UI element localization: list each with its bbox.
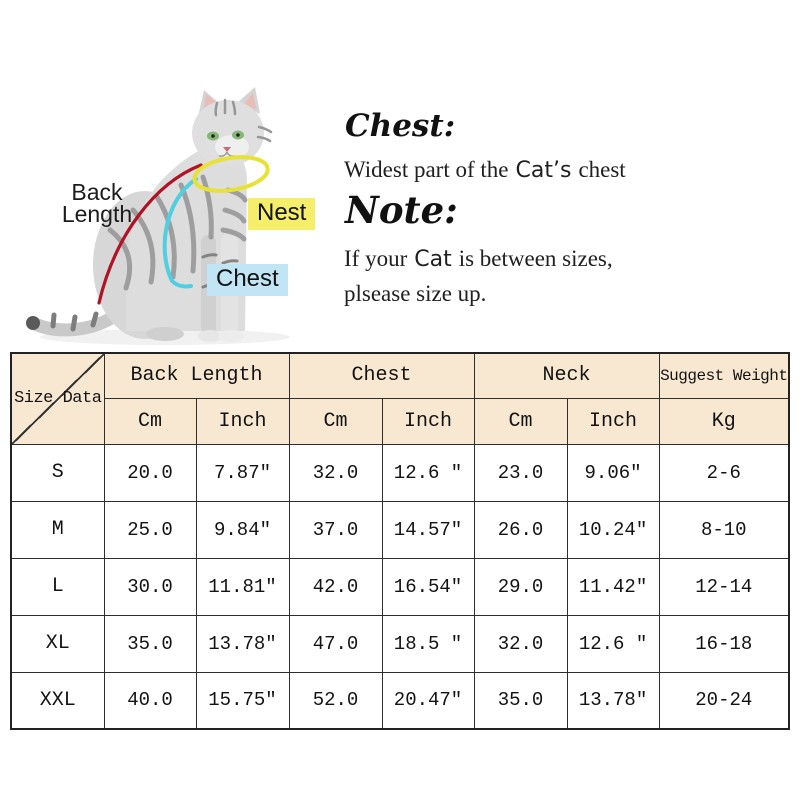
size-cell: S xyxy=(10,443,105,502)
cat-forehead-stripes xyxy=(214,98,273,143)
value-cell: 15.75″ xyxy=(195,671,290,730)
value-cell: 20-24 xyxy=(658,671,790,730)
value-cell: 26.0 xyxy=(473,500,568,559)
note-text-line1: If your Cat is between sizes, xyxy=(344,246,613,272)
value-cell: 16-18 xyxy=(658,614,790,673)
value-cell: 8-10 xyxy=(658,500,790,559)
nest-label: Nest xyxy=(248,198,316,230)
back-length-label: Back Length xyxy=(52,179,142,227)
value-cell: 7.87″ xyxy=(195,443,290,502)
size-table: Size Data Back Length Chest Neck Suggest Wei… xyxy=(10,352,791,730)
table-row: XXL 40.0 15.75″ 52.0 20.47″ 35.0 13.78″ 20-24 xyxy=(10,671,790,730)
header-group-row: Size Data Back Length Chest Neck Suggest Wei… xyxy=(10,352,790,445)
value-cell: 47.0 xyxy=(288,614,383,673)
header-unit-cell: Inch xyxy=(566,397,660,445)
chest-desc-part2: Cat’s xyxy=(515,158,572,183)
cat-hind-paw xyxy=(146,327,184,341)
size-cell: M xyxy=(10,500,105,559)
value-cell: 14.57″ xyxy=(381,500,475,559)
value-cell: 35.0 xyxy=(473,671,568,730)
header-group-cell: Chest xyxy=(288,352,475,399)
value-cell: 42.0 xyxy=(288,557,383,616)
value-cell: 40.0 xyxy=(103,671,197,730)
value-cell: 52.0 xyxy=(288,671,383,730)
cat-nose xyxy=(223,147,231,152)
value-cell: 2-6 xyxy=(658,443,790,502)
cat-front-paw-right xyxy=(218,330,244,342)
header-unit-cell: Inch xyxy=(195,397,290,445)
value-cell: 12-14 xyxy=(658,557,790,616)
value-cell: 13.78″ xyxy=(566,671,660,730)
header-unit-cell: Cm xyxy=(473,397,568,445)
size-cell: XXL xyxy=(10,671,105,730)
value-cell: 13.78″ xyxy=(195,614,290,673)
chest-desc-part1: Widest part of the xyxy=(344,157,509,182)
value-cell: 29.0 xyxy=(473,557,568,616)
header-group-cell: Back Length xyxy=(103,352,290,399)
neck-measure-circle xyxy=(192,155,270,193)
chest-heading: Chest: xyxy=(345,108,456,144)
value-cell: 18.5 ″ xyxy=(381,614,475,673)
value-cell: 9.06″ xyxy=(566,443,660,502)
value-cell: 12.6 ″ xyxy=(381,443,475,502)
value-cell: 9.84″ xyxy=(195,500,290,559)
cat-pupil-right xyxy=(236,133,240,137)
value-cell: 10.24″ xyxy=(566,500,660,559)
value-cell: 32.0 xyxy=(288,443,383,502)
note-line1-part3: is between sizes, xyxy=(458,246,613,271)
chest-label: Chest xyxy=(207,264,288,296)
note-heading: Note: xyxy=(345,188,458,232)
size-cell: L xyxy=(10,557,105,616)
table-row: XL 35.0 13.78″ 47.0 18.5 ″ 32.0 12.6 ″ 16-18 xyxy=(10,614,790,673)
value-cell: 11.42″ xyxy=(566,557,660,616)
value-cell: 20.0 xyxy=(103,443,197,502)
chest-desc-part3: chest xyxy=(578,157,626,182)
value-cell: 16.54″ xyxy=(381,557,475,616)
note-line1-part1: If your xyxy=(344,246,408,271)
value-cell: 32.0 xyxy=(473,614,568,673)
header-unit-cell: Cm xyxy=(103,397,197,445)
cat-front-paw-left xyxy=(198,330,222,342)
back-length-label-line1: Back xyxy=(71,179,123,205)
header-unit-cell: Cm xyxy=(288,397,383,445)
value-cell: 11.81″ xyxy=(195,557,290,616)
header-group-cell: Neck xyxy=(473,352,660,399)
size-table-grid: Size Data Back Length Chest Neck Suggest Wei… xyxy=(10,352,791,730)
value-cell: 25.0 xyxy=(103,500,197,559)
value-cell: 12.6 ″ xyxy=(566,614,660,673)
header-unit-cell: Kg xyxy=(658,397,790,445)
header-unit-row: Cm Inch Cm Inch Cm Inch Kg xyxy=(11,397,790,445)
header-group-cell: Suggest Weight xyxy=(658,352,790,399)
cat-pupil-left xyxy=(211,134,215,138)
back-length-label-line2: Length xyxy=(61,201,133,227)
table-row: L 30.0 11.81″ 42.0 16.54″ 29.0 11.42″ 12-14 xyxy=(10,557,790,616)
value-cell: 20.47″ xyxy=(381,671,475,730)
table-row: M 25.0 9.84″ 37.0 14.57″ 26.0 10.24″ 8-10 xyxy=(10,500,790,559)
value-cell: 35.0 xyxy=(103,614,197,673)
table-row: S 20.0 7.87″ 32.0 12.6 ″ 23.0 9.06″ 2-6 xyxy=(10,443,790,502)
cat-tail-stripes xyxy=(50,311,99,332)
cat-tail-tip xyxy=(26,316,40,330)
corner-cell: Size Data xyxy=(10,352,105,445)
value-cell: 23.0 xyxy=(473,443,568,502)
note-line1-part2: Cat xyxy=(414,247,452,272)
note-text-line2: plsease size up. xyxy=(344,281,487,306)
header-unit-cell: Inch xyxy=(381,397,475,445)
value-cell: 30.0 xyxy=(103,557,197,616)
value-cell: 37.0 xyxy=(288,500,383,559)
size-cell: XL xyxy=(10,614,105,673)
back-length-measure-line xyxy=(97,163,203,305)
cat-muzzle xyxy=(215,135,249,159)
chest-measure-line xyxy=(162,177,198,289)
chest-description: Widest part of the Cat’s chest xyxy=(344,157,626,183)
